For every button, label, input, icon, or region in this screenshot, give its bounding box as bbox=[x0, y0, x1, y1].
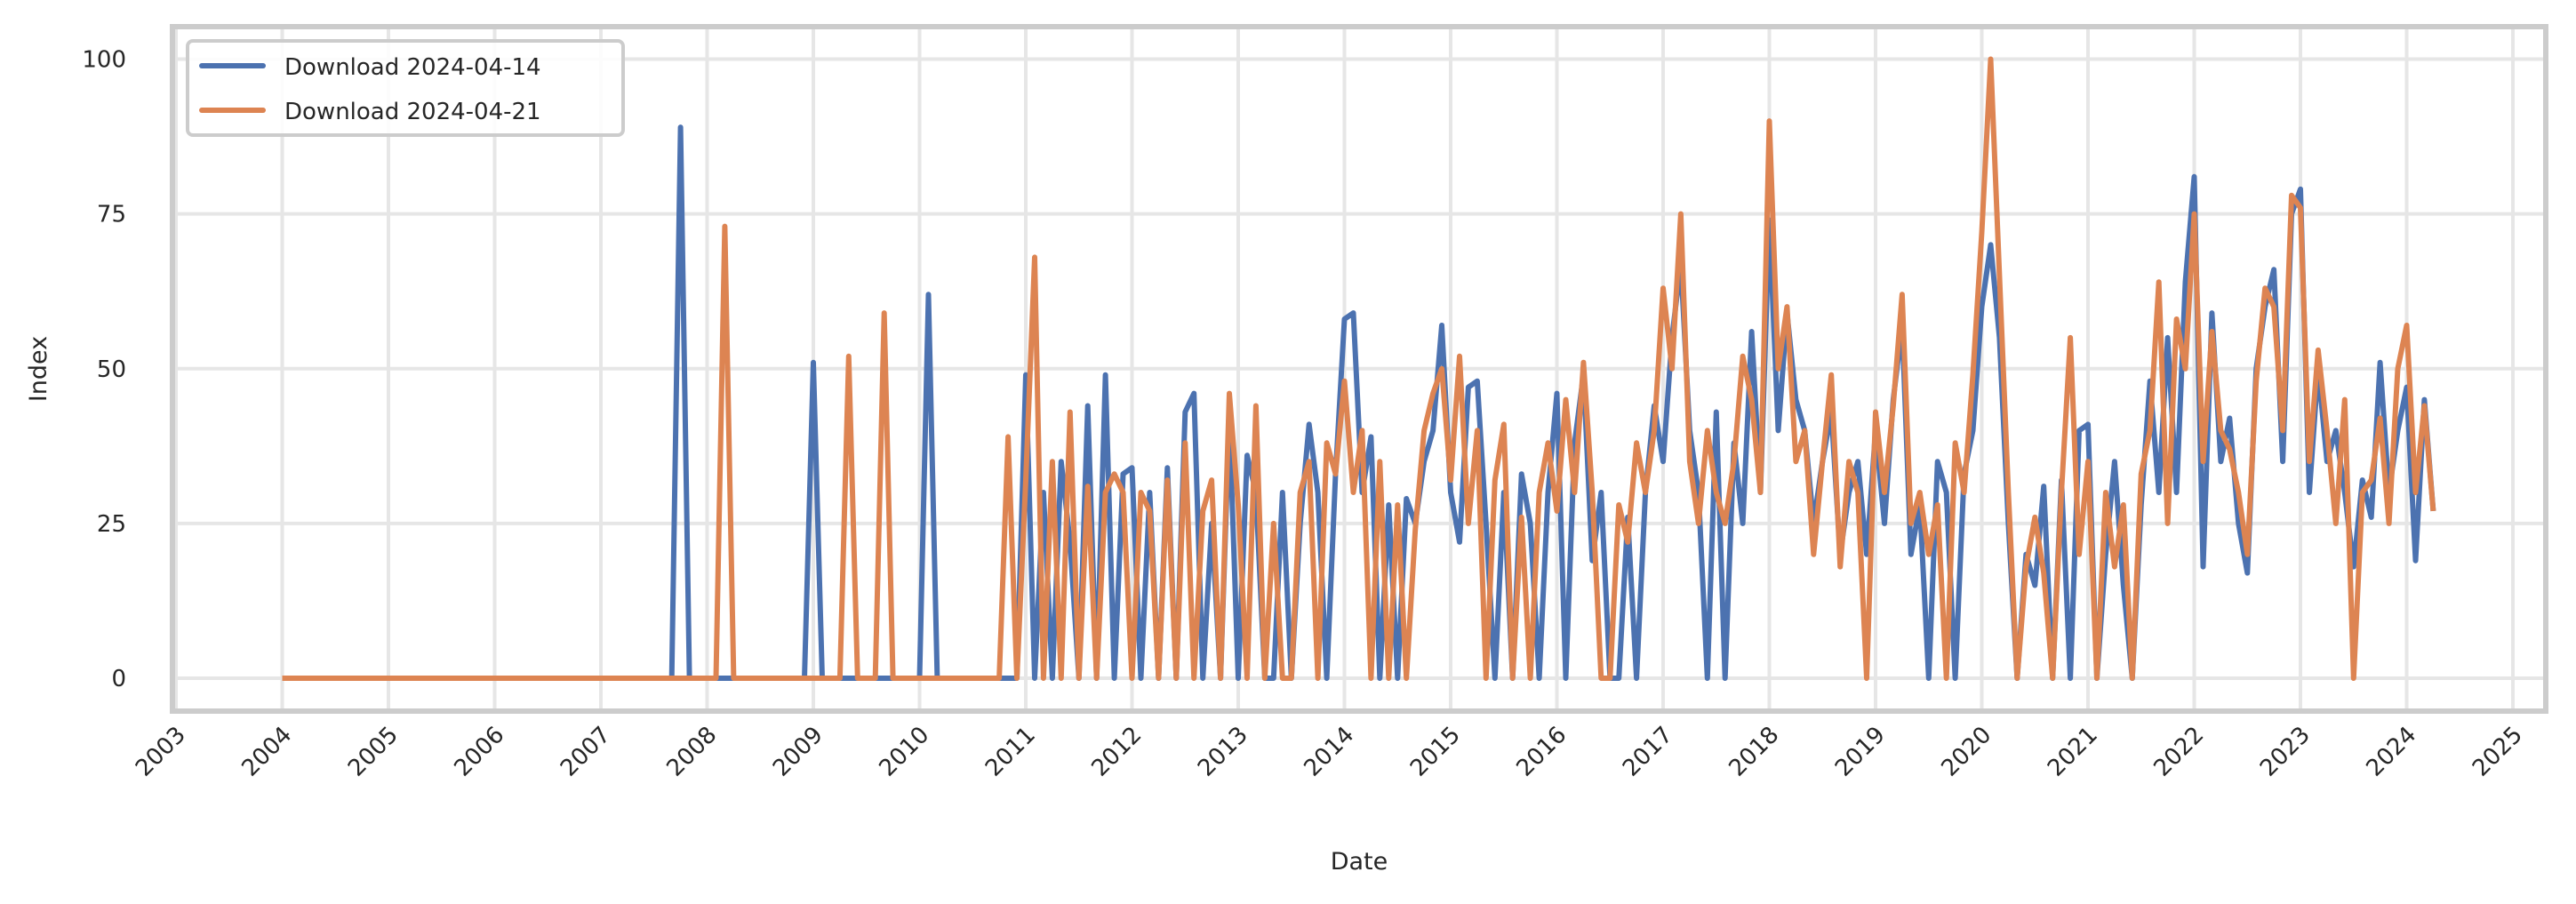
x-tick-labels: 2003 2004 2005 2006 2007 2008 2009 2010 2011 2012… bbox=[131, 722, 2528, 782]
series-line-2 bbox=[282, 56, 2436, 681]
x-tick-label: 2022 bbox=[2148, 722, 2209, 782]
legend: Download 2024-04-14 Download 2024-04-21 bbox=[186, 39, 625, 137]
y-tick-label: 25 bbox=[97, 511, 126, 538]
x-tick-label: 2018 bbox=[1724, 722, 1784, 782]
x-tick-label: 2025 bbox=[2468, 722, 2528, 782]
x-tick-label: 2006 bbox=[449, 722, 509, 782]
x-tick-label: 2020 bbox=[1936, 722, 1996, 782]
y-tick-label: 100 bbox=[82, 47, 126, 74]
series-line-1 bbox=[282, 124, 2436, 681]
x-tick-label: 2011 bbox=[980, 722, 1041, 782]
x-tick-label: 2023 bbox=[2255, 722, 2316, 782]
x-tick-label: 2008 bbox=[661, 722, 722, 782]
x-axis-label: Date bbox=[1331, 848, 1388, 876]
series-lines bbox=[282, 56, 2436, 681]
x-tick-label: 2014 bbox=[1299, 722, 1359, 782]
y-tick-label: 0 bbox=[111, 666, 126, 692]
x-tick-label: 2019 bbox=[1830, 722, 1891, 782]
x-tick-label: 2005 bbox=[343, 722, 404, 782]
y-axis-label: Index bbox=[25, 336, 52, 402]
x-tick-label: 2017 bbox=[1618, 722, 1678, 782]
y-tick-label: 75 bbox=[97, 202, 126, 228]
x-tick-label: 2004 bbox=[236, 722, 297, 782]
gridlines bbox=[172, 27, 2546, 711]
plot-frame bbox=[170, 24, 2548, 714]
x-tick-label: 2003 bbox=[131, 722, 191, 782]
x-tick-label: 2013 bbox=[1193, 722, 1253, 782]
x-tick-label: 2016 bbox=[1511, 722, 1572, 782]
legend-label-series-1: Download 2024-04-14 bbox=[284, 54, 541, 81]
x-tick-label: 2009 bbox=[768, 722, 828, 782]
legend-box bbox=[186, 39, 625, 137]
x-tick-label: 2010 bbox=[874, 722, 934, 782]
x-tick-label: 2007 bbox=[556, 722, 616, 782]
y-tick-label: 50 bbox=[97, 356, 126, 383]
x-tick-label: 2024 bbox=[2361, 722, 2421, 782]
x-tick-label: 2015 bbox=[1405, 722, 1466, 782]
x-tick-label: 2021 bbox=[2043, 722, 2103, 782]
legend-label-series-2: Download 2024-04-21 bbox=[284, 99, 541, 125]
y-tick-labels: 0 25 50 75 100 bbox=[82, 47, 126, 693]
x-tick-label: 2012 bbox=[1086, 722, 1147, 782]
